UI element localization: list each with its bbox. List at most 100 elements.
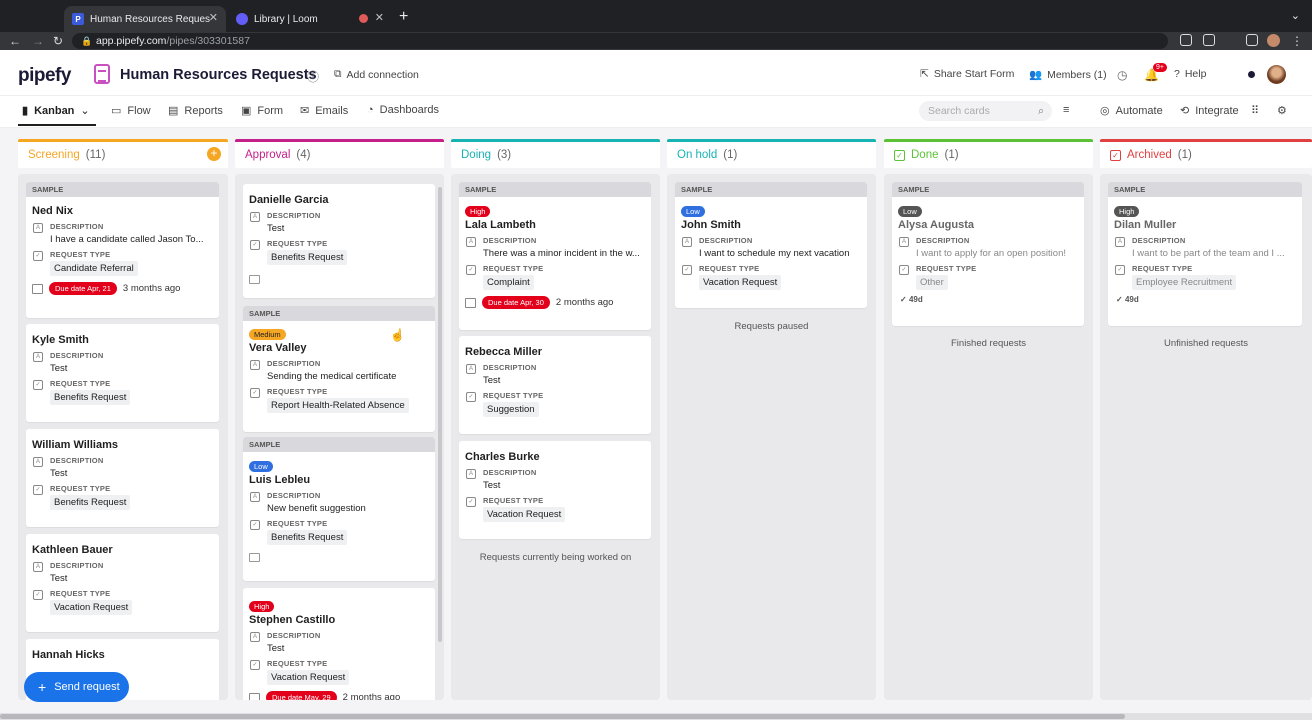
column-header-doing[interactable]: Doing (3): [451, 139, 660, 168]
menu-icon[interactable]: ⋮: [1291, 34, 1303, 48]
sidebar-icon[interactable]: [1246, 34, 1258, 46]
search-icon: ⌕: [1038, 105, 1044, 117]
priority-badge: High: [465, 206, 491, 217]
scrollbar-thumb[interactable]: [0, 714, 1125, 719]
column-header-archived[interactable]: ✓ Archived (1): [1100, 139, 1312, 168]
field-label: DESCRIPTION: [483, 363, 537, 372]
sample-tag: SAMPLE: [243, 437, 435, 452]
board-horizontal-scrollbar[interactable]: [0, 713, 1312, 720]
tab-form[interactable]: ▣ Form: [241, 104, 283, 118]
reload-icon[interactable]: ↻: [53, 34, 64, 48]
request-type-chip: Benefits Request: [267, 250, 348, 265]
card-title: Vera Valley: [249, 342, 307, 354]
search-placeholder: Search cards: [928, 105, 990, 117]
inbox-icon: [249, 553, 260, 562]
tab-title: Library | Loom: [254, 13, 318, 25]
tab-dashboards[interactable]: ◔ Dashboards: [367, 104, 439, 116]
card-title: Kyle Smith: [32, 334, 89, 346]
card-william-williams[interactable]: William Williams A DESCRIPTION Test ✓ REQUE…: [26, 429, 219, 527]
card-alysa-augusta[interactable]: SAMPLE Low Alysa Augusta A DESCRIPTION I w…: [892, 182, 1084, 326]
pipefy-logo[interactable]: pipefy: [18, 65, 71, 86]
info-icon[interactable]: ⓘ: [307, 70, 320, 84]
field-value: Test: [50, 573, 68, 584]
select-field-icon: ✓: [33, 380, 43, 390]
card-rebecca-miller[interactable]: Rebecca Miller A DESCRIPTION Test ✓ REQUEST…: [459, 336, 651, 434]
app-header: pipefy Human Resources Requests ⓘ ⧉ Add c…: [0, 54, 1312, 96]
tab-flow[interactable]: ▭ Flow: [111, 104, 151, 118]
extension-icon[interactable]: [1180, 34, 1192, 46]
browser-tab-pipefy[interactable]: P Human Resources Requests - P ✕: [64, 6, 226, 32]
robot-icon: ◎: [1100, 105, 1110, 117]
activity-icon[interactable]: ◷: [1117, 68, 1128, 82]
archive-check-icon: ✓: [1110, 149, 1121, 161]
tab-kanban[interactable]: ▮ Kanban ⌄: [22, 104, 90, 118]
address-bar: ← → ↻ 🔒 app.pipefy.com/pipes/303301587 ⋮: [0, 32, 1312, 50]
priority-badge: High: [249, 601, 275, 612]
field-value: I want to schedule my next vacation: [699, 248, 850, 259]
profile-avatar[interactable]: [1267, 34, 1280, 47]
forward-icon[interactable]: →: [32, 34, 44, 48]
card-dilan-muller[interactable]: SAMPLE High Dilan Muller A DESCRIPTION I w…: [1108, 182, 1302, 326]
card-vera-valley[interactable]: SAMPLE Medium Vera Valley A DESCRIPTION Se…: [243, 306, 435, 432]
add-connection-button[interactable]: ⧉ Add connection: [334, 68, 419, 81]
column-header-approval[interactable]: Approval (4): [235, 139, 444, 168]
search-input[interactable]: Search cards ⌕: [919, 101, 1052, 121]
card-title: Hannah Hicks: [32, 649, 105, 661]
column-scrollbar[interactable]: [438, 187, 442, 642]
field-value: I have a candidate called Jason To...: [50, 234, 204, 245]
tab-reports[interactable]: ▤ Reports: [168, 104, 223, 118]
request-type-chip: Vacation Request: [483, 507, 566, 522]
card-stephen-castillo[interactable]: High Stephen Castillo A DESCRIPTION Test ✓…: [243, 588, 435, 700]
integrate-button[interactable]: ⟲ Integrate: [1180, 104, 1239, 118]
card-kathleen-bauer[interactable]: Kathleen Bauer A DESCRIPTION Test ✓ REQUEST…: [26, 534, 219, 632]
apps-grid-icon[interactable]: ⠿: [1251, 105, 1260, 117]
recording-icon: [359, 14, 368, 23]
card-lala-lambeth[interactable]: SAMPLE High Lala Lambeth A DESCRIPTION The…: [459, 182, 651, 330]
chevron-down-icon[interactable]: ⌄: [1290, 10, 1300, 22]
card-kyle-smith[interactable]: Kyle Smith A DESCRIPTION Test ✓ REQUEST TYP…: [26, 324, 219, 422]
gear-icon[interactable]: ⚙: [1277, 105, 1287, 117]
card-john-smith[interactable]: SAMPLE Low John Smith A DESCRIPTION I want…: [675, 182, 867, 308]
add-card-button[interactable]: +: [207, 147, 221, 161]
url-field[interactable]: 🔒 app.pipefy.com/pipes/303301587: [72, 33, 1168, 49]
share-start-form-button[interactable]: ⇱ Share Start Form: [920, 68, 1014, 80]
field-label: DESCRIPTION: [483, 468, 537, 477]
column-name: Screening: [28, 149, 80, 161]
card-charles-burke[interactable]: Charles Burke A DESCRIPTION Test ✓ REQUEST …: [459, 441, 651, 539]
back-icon[interactable]: ←: [9, 34, 21, 48]
priority-badge: Low: [249, 461, 273, 472]
field-value: Test: [483, 375, 501, 386]
column-count: (4): [296, 149, 311, 161]
card-danielle-garcia[interactable]: Danielle Garcia A DESCRIPTION Test ✓ REQUES…: [243, 184, 435, 298]
card-luis-lebleu[interactable]: SAMPLE Low Luis Lebleu A DESCRIPTION New b…: [243, 437, 435, 581]
column-header-on-hold[interactable]: On hold (1): [667, 139, 876, 168]
request-type-chip: Vacation Request: [50, 600, 133, 615]
close-icon[interactable]: ✕: [208, 12, 218, 24]
card-title: Alysa Augusta: [898, 219, 975, 231]
card-title: Rebecca Miller: [465, 346, 543, 358]
priority-badge: Low: [898, 206, 922, 217]
close-icon[interactable]: ✕: [374, 12, 384, 24]
avatar[interactable]: [1267, 65, 1286, 84]
card-ned-nix[interactable]: SAMPLE Ned Nix A DESCRIPTION I have a cand…: [26, 182, 219, 318]
help-button[interactable]: ? Help: [1174, 68, 1206, 80]
select-field-icon: ✓: [250, 240, 260, 250]
browser-tab-loom[interactable]: Library | Loom ✕: [228, 6, 392, 32]
tab-emails[interactable]: ✉ Emails: [300, 104, 348, 118]
column-header-screening[interactable]: Screening (11) +: [18, 139, 228, 168]
field-label: REQUEST TYPE: [267, 659, 328, 668]
column-count: (1): [1177, 149, 1192, 161]
new-tab-button[interactable]: +: [399, 8, 409, 25]
share-label: Share Start Form: [933, 68, 1015, 80]
select-field-icon: ✓: [1115, 265, 1125, 275]
due-date-badge: Due date Apr, 30: [482, 296, 550, 309]
due-date-badge: Due date Apr, 21: [49, 282, 117, 295]
members-button[interactable]: 👥 Members (1): [1029, 68, 1107, 82]
extension-icon[interactable]: [1203, 34, 1215, 46]
filter-icon[interactable]: ≡: [1063, 104, 1070, 116]
send-request-button[interactable]: + Send request: [24, 672, 129, 702]
automate-button[interactable]: ◎ Automate: [1100, 104, 1163, 118]
select-field-icon: ✓: [466, 497, 476, 507]
flow-icon: ▭: [111, 105, 122, 117]
column-header-done[interactable]: ✓ Done (1): [884, 139, 1093, 168]
